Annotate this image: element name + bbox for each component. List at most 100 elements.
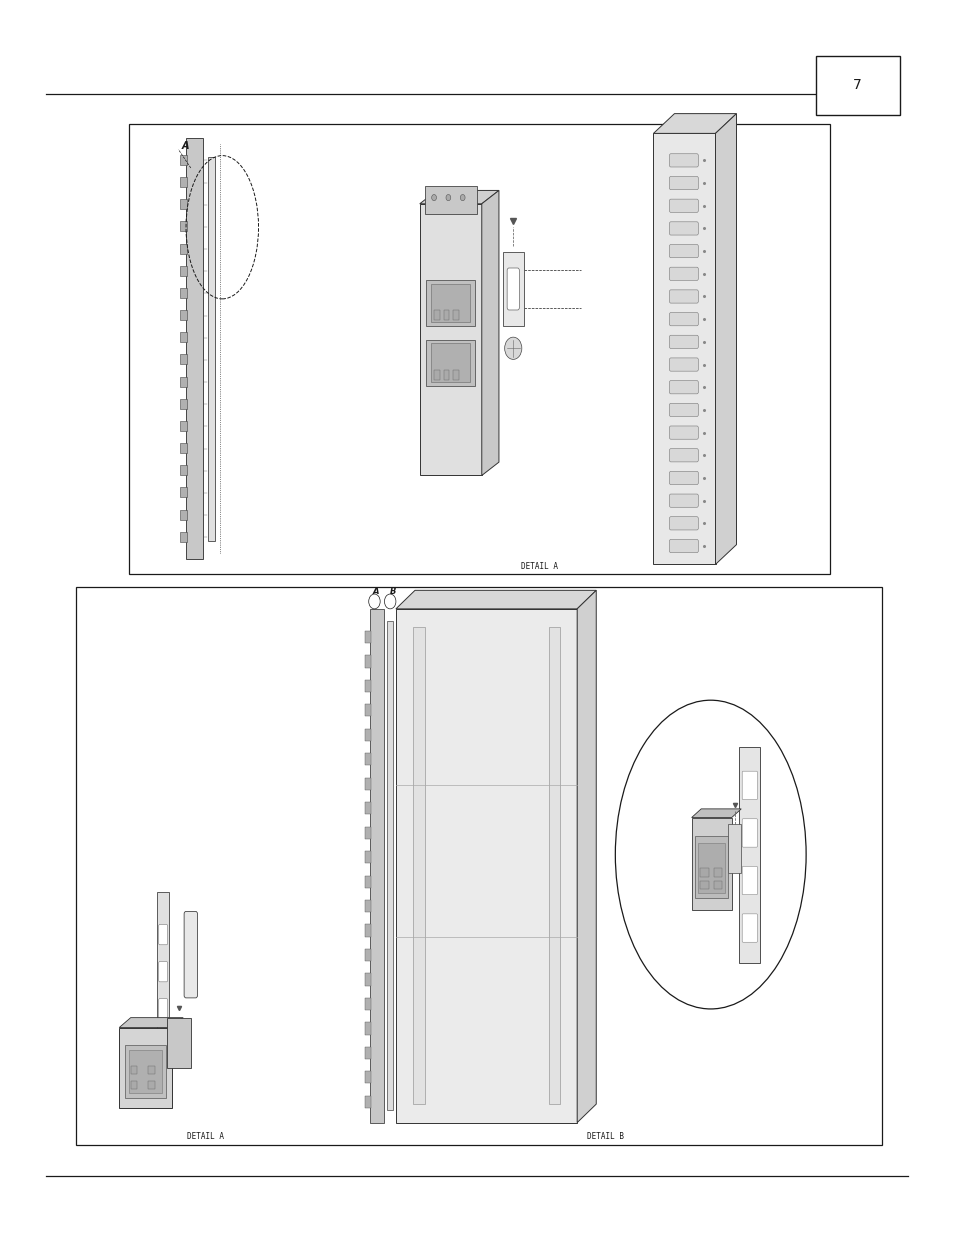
Bar <box>426 280 475 326</box>
Bar <box>180 288 187 298</box>
Polygon shape <box>653 114 736 133</box>
Bar <box>443 310 449 320</box>
Bar <box>365 778 371 790</box>
Bar <box>180 310 187 320</box>
FancyBboxPatch shape <box>669 312 698 326</box>
Bar <box>365 729 371 741</box>
Bar <box>180 266 187 275</box>
Bar <box>365 876 371 888</box>
Bar <box>434 369 439 379</box>
Bar <box>365 1047 371 1058</box>
FancyBboxPatch shape <box>669 380 698 394</box>
Bar <box>365 1071 371 1083</box>
Bar <box>180 443 187 453</box>
Bar <box>180 221 187 231</box>
Bar <box>167 1018 191 1067</box>
Bar <box>119 1028 172 1108</box>
Bar <box>700 868 708 877</box>
Bar <box>365 753 371 766</box>
FancyBboxPatch shape <box>669 199 698 212</box>
Bar <box>180 399 187 409</box>
FancyBboxPatch shape <box>669 290 698 303</box>
Bar <box>148 1066 154 1074</box>
FancyBboxPatch shape <box>669 540 698 552</box>
Polygon shape <box>419 190 498 204</box>
Bar <box>739 746 760 962</box>
Bar <box>431 284 470 322</box>
Bar <box>131 1066 137 1074</box>
Bar <box>129 124 829 574</box>
Bar <box>131 1081 137 1089</box>
Bar <box>413 627 424 1104</box>
FancyBboxPatch shape <box>669 177 698 190</box>
Bar <box>815 56 899 115</box>
FancyBboxPatch shape <box>669 472 698 484</box>
FancyBboxPatch shape <box>669 245 698 258</box>
FancyBboxPatch shape <box>741 914 757 942</box>
Bar <box>395 609 577 1123</box>
Bar <box>453 369 458 379</box>
Bar <box>365 802 371 814</box>
Bar <box>180 510 187 520</box>
Text: A: A <box>373 587 379 597</box>
Bar <box>180 332 187 342</box>
FancyBboxPatch shape <box>158 925 168 945</box>
Text: 7: 7 <box>852 78 862 93</box>
Bar <box>125 1045 166 1098</box>
Bar <box>434 310 439 320</box>
Bar <box>180 488 187 498</box>
Polygon shape <box>119 1018 183 1028</box>
Text: DETAIL A: DETAIL A <box>520 562 557 571</box>
Bar <box>370 609 384 1123</box>
Bar <box>453 310 458 320</box>
Polygon shape <box>715 114 736 564</box>
FancyBboxPatch shape <box>669 404 698 416</box>
Bar <box>365 925 371 936</box>
Polygon shape <box>691 809 740 818</box>
Bar <box>713 881 721 889</box>
Bar <box>502 252 523 326</box>
Bar <box>365 704 371 716</box>
Bar <box>148 1081 154 1089</box>
Bar <box>695 836 727 898</box>
Bar <box>365 1095 371 1108</box>
Bar <box>180 466 187 475</box>
Bar <box>186 138 203 559</box>
Text: B: B <box>390 587 396 597</box>
Text: DETAIL A: DETAIL A <box>187 1132 223 1141</box>
Polygon shape <box>395 590 596 609</box>
Bar <box>365 948 371 961</box>
Circle shape <box>445 195 450 201</box>
Bar <box>180 354 187 364</box>
FancyBboxPatch shape <box>669 516 698 530</box>
Bar <box>180 243 187 253</box>
FancyBboxPatch shape <box>741 819 757 847</box>
Text: A: A <box>181 142 189 152</box>
Bar <box>419 204 481 475</box>
Polygon shape <box>577 590 596 1123</box>
Bar <box>180 154 187 165</box>
FancyBboxPatch shape <box>507 268 518 310</box>
Bar <box>698 844 724 893</box>
Bar <box>365 631 371 643</box>
Bar <box>365 826 371 839</box>
Bar <box>365 851 371 863</box>
Bar <box>653 133 715 564</box>
Bar <box>426 340 475 385</box>
Bar <box>365 656 371 668</box>
FancyBboxPatch shape <box>669 335 698 348</box>
Bar <box>208 157 214 541</box>
FancyBboxPatch shape <box>669 222 698 235</box>
Bar <box>129 1050 162 1093</box>
Bar <box>180 532 187 542</box>
FancyBboxPatch shape <box>669 358 698 372</box>
Bar <box>365 900 371 913</box>
Bar <box>700 881 708 889</box>
Circle shape <box>431 195 436 201</box>
Ellipse shape <box>615 700 805 1009</box>
Bar <box>727 824 740 873</box>
Bar <box>76 587 882 1145</box>
Bar <box>713 868 721 877</box>
Bar <box>180 421 187 431</box>
Bar <box>365 1023 371 1035</box>
